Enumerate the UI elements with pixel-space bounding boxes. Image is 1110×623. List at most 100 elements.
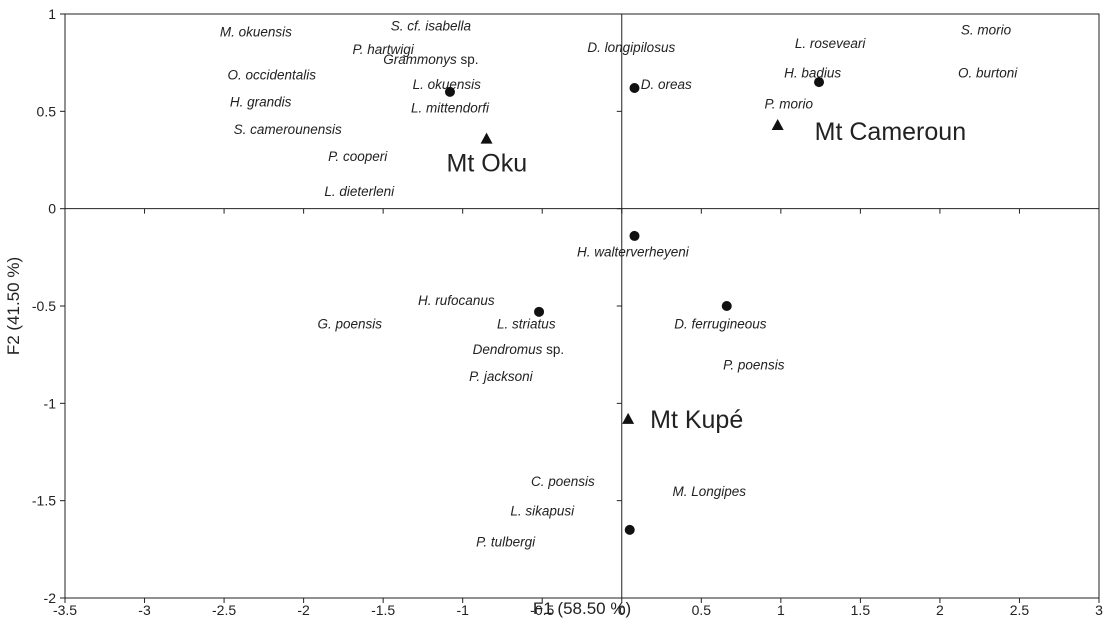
species-label: C. poensis bbox=[531, 474, 595, 489]
species-name: P. tulbergi bbox=[476, 535, 536, 550]
species-label: S. cf. isabella bbox=[391, 19, 472, 34]
species-name: Grammonys bbox=[383, 52, 457, 67]
observation-point bbox=[534, 306, 545, 317]
species-name: P. poensis bbox=[723, 357, 785, 372]
species-name: L. okuensis bbox=[413, 77, 482, 92]
x-axis-title: F1 (58.50 %) bbox=[533, 599, 631, 618]
species-name: S. morio bbox=[961, 23, 1012, 38]
species-name: C. poensis bbox=[531, 474, 595, 489]
species-label: M. okuensis bbox=[220, 25, 292, 40]
site-marker bbox=[622, 412, 635, 424]
site-label: Mt Kupé bbox=[650, 406, 743, 434]
species-label: Dendromus sp. bbox=[473, 342, 565, 357]
site-label: Mt Oku bbox=[447, 150, 528, 178]
species-label: P. poensis bbox=[723, 357, 785, 372]
x-tick-label: -2 bbox=[297, 602, 310, 618]
species-name: D. ferrugineous bbox=[674, 317, 767, 332]
species-suffix: sp. bbox=[542, 342, 564, 357]
y-tick-label: -2 bbox=[44, 590, 57, 606]
x-tick-label: -1 bbox=[456, 602, 469, 618]
y-tick-label: 0 bbox=[48, 201, 56, 217]
species-name: L. sikapusi bbox=[510, 503, 575, 518]
plot-frame bbox=[64, 13, 1100, 599]
species-name: H. rufocanus bbox=[418, 293, 495, 308]
species-label: O. occidentalis bbox=[228, 67, 317, 82]
site-label: Mt Cameroun bbox=[815, 118, 966, 146]
species-label: Grammonys sp. bbox=[383, 52, 478, 67]
species-label: M. Longipes bbox=[672, 484, 746, 499]
species-label: P. cooperi bbox=[328, 149, 388, 164]
y-tick-label: -0.5 bbox=[32, 298, 56, 314]
species-label: P. jacksoni bbox=[469, 369, 534, 384]
species-label: L. mittendorfi bbox=[411, 100, 490, 115]
species-label: L. okuensis bbox=[413, 77, 482, 92]
species-name: P. hartwigi bbox=[353, 42, 415, 57]
species-name: L. striatus bbox=[497, 317, 556, 332]
site-markers: Mt Oku Mt Cameroun Mt Kupé bbox=[447, 118, 967, 434]
y-tick-label: 0.5 bbox=[37, 103, 57, 119]
species-label: D. longipilosus bbox=[587, 40, 675, 55]
species-label: L. sikapusi bbox=[510, 503, 575, 518]
observation-points bbox=[444, 77, 825, 535]
species-labels: S. cf. isabella M. okuensis P. hartwigiGra… bbox=[220, 19, 1018, 550]
species-label: S. camerounensis bbox=[234, 122, 342, 137]
species-label: P. tulbergi bbox=[476, 535, 536, 550]
species-name: M. okuensis bbox=[220, 25, 292, 40]
species-label: D. oreas bbox=[641, 77, 692, 92]
species-name: O. burtoni bbox=[958, 65, 1018, 80]
x-tick-label: -0.5 bbox=[530, 602, 554, 618]
species-name: P. jacksoni bbox=[469, 369, 534, 384]
species-label: L. dieterleni bbox=[324, 184, 395, 199]
species-name: L. mittendorfi bbox=[411, 100, 490, 115]
observation-point bbox=[814, 77, 825, 88]
x-tick-label: -1.5 bbox=[371, 602, 395, 618]
species-label: S. morio bbox=[961, 23, 1012, 38]
observation-point bbox=[444, 86, 455, 97]
species-label: O. burtoni bbox=[958, 65, 1018, 80]
species-name: L. dieterleni bbox=[324, 184, 395, 199]
x-tick-label: 2 bbox=[936, 602, 944, 618]
observation-point bbox=[721, 301, 732, 311]
observation-point bbox=[624, 524, 635, 535]
x-tick-label: -2.5 bbox=[212, 602, 236, 618]
species-name: Dendromus bbox=[473, 342, 543, 357]
species-label: H. walterverheyeni bbox=[577, 244, 690, 259]
species-suffix: sp. bbox=[457, 52, 479, 67]
species-label: G. poensis bbox=[317, 317, 382, 332]
species-name: S. cf. isabella bbox=[391, 19, 472, 34]
species-name: G. poensis bbox=[317, 317, 382, 332]
x-tick-label: 1 bbox=[777, 602, 785, 618]
species-label: H. badius bbox=[784, 65, 841, 80]
x-tick-label: 3 bbox=[1095, 602, 1103, 618]
x-tick-label: -3 bbox=[138, 602, 151, 618]
site-marker bbox=[771, 118, 784, 130]
site-marker bbox=[480, 132, 493, 144]
x-tick-label: -3.5 bbox=[53, 602, 77, 618]
species-name: L. roseveari bbox=[795, 36, 867, 51]
x-tick-label: 0.5 bbox=[692, 602, 712, 618]
species-name: H. walterverheyeni bbox=[577, 244, 690, 259]
species-label: H. rufocanus bbox=[418, 293, 495, 308]
y-tick-label: 1 bbox=[48, 6, 56, 22]
observation-point bbox=[629, 82, 640, 93]
species-label: D. ferrugineous bbox=[674, 317, 767, 332]
species-name: H. badius bbox=[784, 65, 841, 80]
species-name: P. cooperi bbox=[328, 149, 388, 164]
y-tick-label: -1.5 bbox=[32, 493, 56, 509]
species-label: P. hartwigi bbox=[353, 42, 415, 57]
species-name: D. longipilosus bbox=[587, 40, 675, 55]
species-name: M. Longipes bbox=[672, 484, 746, 499]
species-label: L. striatus bbox=[497, 317, 556, 332]
x-tick-label: 1.5 bbox=[851, 602, 871, 618]
species-name: S. camerounensis bbox=[234, 122, 342, 137]
species-label: L. roseveari bbox=[795, 36, 867, 51]
species-label: P. morio bbox=[765, 97, 814, 112]
y-axis-title: F2 (41.50 %) bbox=[4, 257, 23, 355]
observation-point bbox=[629, 230, 640, 241]
y-axis-ticks: -2 -1.5 -1 -0.5 0 0.5 1 bbox=[32, 6, 622, 606]
species-name: H. grandis bbox=[230, 95, 292, 110]
species-label: H. grandis bbox=[230, 95, 292, 110]
species-name: P. morio bbox=[765, 97, 814, 112]
x-tick-label: 2.5 bbox=[1010, 602, 1030, 618]
